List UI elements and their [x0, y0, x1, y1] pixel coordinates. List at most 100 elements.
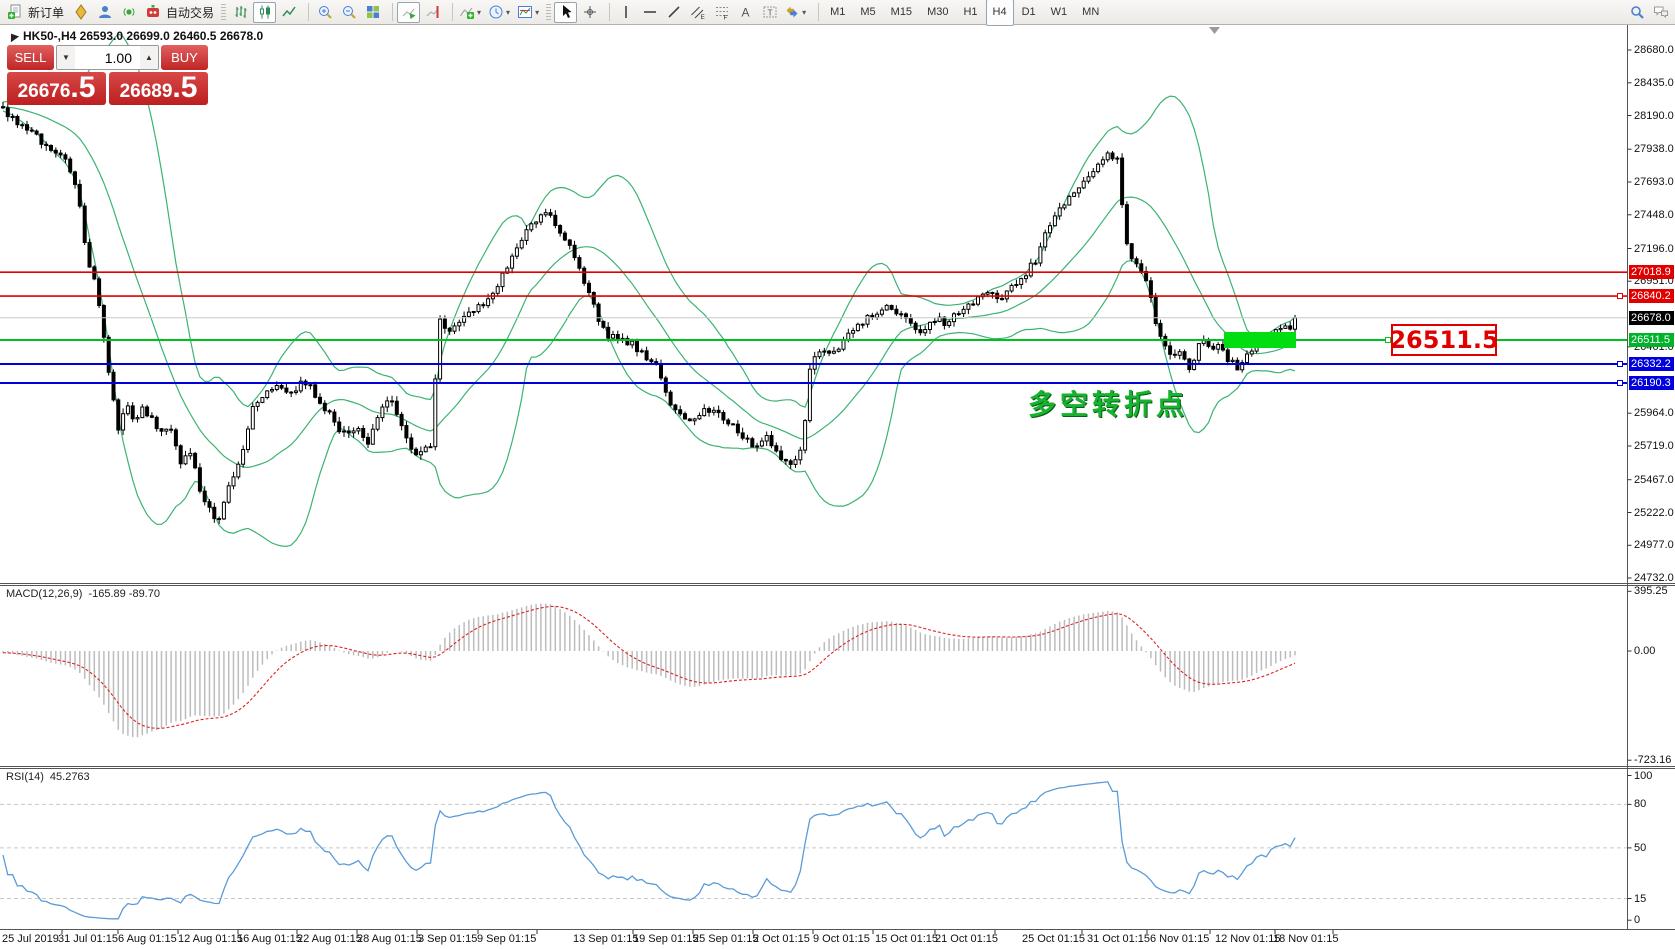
autotrading-icon[interactable] [141, 2, 164, 23]
price-label-26840.2: 26840.2 [1629, 289, 1674, 304]
price-tick: 25719.0 [1634, 440, 1674, 452]
bollinger-middle[interactable] [2, 106, 1296, 469]
search-icon[interactable] [1625, 2, 1648, 23]
buy-price[interactable]: 26689 .5 [109, 72, 208, 105]
toolbar-drag-handle [221, 4, 227, 20]
volume-stepper: ▼ ▲ [56, 45, 159, 70]
volume-decrease-button[interactable]: ▼ [57, 46, 75, 69]
highlight-rect[interactable] [1224, 332, 1296, 348]
new-order-label[interactable]: 新订单 [28, 5, 65, 20]
chat-icon[interactable] [1649, 2, 1672, 23]
sell-price-main: 26676 [17, 81, 71, 102]
time-tick: 12 Aug 01:15 [178, 933, 243, 945]
auto-scroll-icon[interactable] [397, 1, 421, 23]
trendline-icon[interactable] [662, 2, 685, 23]
time-tick: 31 Jul 01:15 [58, 933, 118, 945]
price-label-26190.3: 26190.3 [1629, 376, 1674, 390]
crosshair-icon[interactable] [578, 2, 601, 23]
new-order-icon[interactable] [3, 2, 26, 23]
bollinger-upper[interactable] [2, 33, 1296, 408]
price-label-26678.0: 26678.0 [1629, 310, 1674, 325]
timeframe-w1[interactable]: W1 [1050, 6, 1068, 18]
bar-chart-icon[interactable] [229, 2, 252, 23]
zoom-in-icon[interactable] [313, 2, 336, 23]
chart-frame [0, 25, 1675, 934]
timeframe-h1[interactable]: H1 [963, 6, 978, 18]
macd-scale-tick: 0.00 [1634, 645, 1656, 657]
price-tick: 27448.0 [1634, 208, 1674, 221]
time-tick: 9 Oct 01:15 [813, 933, 870, 945]
periods-icon[interactable]: ▾ [486, 2, 514, 23]
timeframe-mn[interactable]: MN [1082, 6, 1100, 18]
price-tick: 25222.0 [1634, 506, 1674, 519]
toolbar-separator [602, 3, 611, 21]
collapse-panel-icon[interactable] [6, 30, 20, 42]
autotrading-label[interactable]: 自动交易 [166, 5, 215, 20]
macd-scale-tick: -723.16 [1634, 754, 1672, 767]
chart-shift-icon[interactable] [421, 2, 444, 23]
svg-text:T: T [767, 8, 772, 18]
navigator-icon[interactable] [93, 2, 116, 23]
price-callout-26511[interactable]: 26511.5 [1389, 324, 1499, 356]
line-anchor[interactable] [1385, 337, 1391, 344]
price-label-26332.2: 26332.2 [1629, 357, 1674, 371]
timeframe-m30[interactable]: M30 [927, 6, 949, 18]
volume-increase-button[interactable]: ▲ [140, 46, 158, 69]
text-label-icon[interactable]: T [758, 2, 781, 23]
indicators-icon[interactable]: ▾ [457, 2, 485, 23]
templates-icon[interactable]: ▾ [515, 2, 543, 23]
timeframe-m1[interactable]: M1 [830, 6, 846, 18]
toolbar-drag-handle [546, 4, 552, 20]
price-tick: 27693.0 [1634, 176, 1674, 188]
fibonacci-icon[interactable]: F [710, 2, 733, 23]
candlestick-chart-icon[interactable] [253, 1, 277, 23]
timeframe-m5[interactable]: M5 [860, 6, 876, 18]
volume-input[interactable] [75, 46, 140, 69]
macd-signal-line[interactable] [2, 605, 1296, 729]
cursor-icon[interactable] [554, 1, 578, 23]
rsi-scale-tick: 80 [1634, 798, 1647, 811]
time-tick: 19 Sep 01:15 [633, 933, 699, 945]
time-tick: 22 Aug 01:15 [297, 933, 362, 945]
arrows-icon[interactable]: ▾ [782, 2, 810, 23]
timeframe-h4[interactable]: H4 [985, 0, 1014, 26]
sell-price-frac: .5 [70, 71, 96, 104]
buy-button[interactable]: BUY [161, 45, 208, 70]
toolbar-separator [385, 3, 394, 21]
scroll-marker-icon [1209, 27, 1220, 34]
signal-icon[interactable] [117, 2, 140, 23]
rsi-label: RSI(14) 45.2763 [6, 771, 90, 783]
rsi-line[interactable] [2, 781, 1296, 920]
horizontal-line-icon[interactable] [638, 2, 661, 23]
macd-label: MACD(12,26,9) -165.89 -89.70 [6, 588, 160, 600]
line-anchor[interactable] [1617, 379, 1623, 386]
line-chart-icon[interactable] [277, 2, 300, 23]
time-tick: 21 Oct 01:15 [935, 933, 998, 945]
svg-text:E: E [700, 14, 705, 20]
channel-icon[interactable]: E [686, 2, 709, 23]
line-anchor[interactable] [1617, 361, 1623, 368]
bollinger-lower[interactable] [2, 110, 1296, 548]
price-label-26511.5: 26511.5 [1629, 333, 1674, 347]
horizontal-lines [0, 271, 1627, 386]
candles [1, 101, 1297, 524]
text-icon[interactable]: A [734, 2, 757, 23]
price-tick: 24732.0 [1634, 572, 1674, 584]
tile-windows-icon[interactable] [361, 2, 384, 23]
zoom-out-icon[interactable] [337, 2, 360, 23]
sell-price[interactable]: 26676 .5 [7, 72, 106, 105]
timeframe-d1[interactable]: D1 [1021, 6, 1036, 18]
timeframe-m15[interactable]: M15 [890, 6, 913, 18]
sell-button[interactable]: SELL [7, 45, 54, 70]
time-tick: 12 Nov 01:15 [1215, 933, 1281, 945]
turning-point-annotation[interactable]: 多空转折点 [1028, 389, 1189, 420]
time-tick: 25 Sep 01:15 [693, 933, 759, 945]
marketwatch-icon[interactable] [69, 2, 92, 23]
vertical-line-icon[interactable] [614, 2, 637, 23]
line-anchor[interactable] [1617, 293, 1623, 300]
rsi-scale-tick: 15 [1634, 892, 1647, 905]
price-label-27018.9: 27018.9 [1629, 265, 1674, 280]
macd-scale-tick: 395.25 [1634, 585, 1668, 598]
